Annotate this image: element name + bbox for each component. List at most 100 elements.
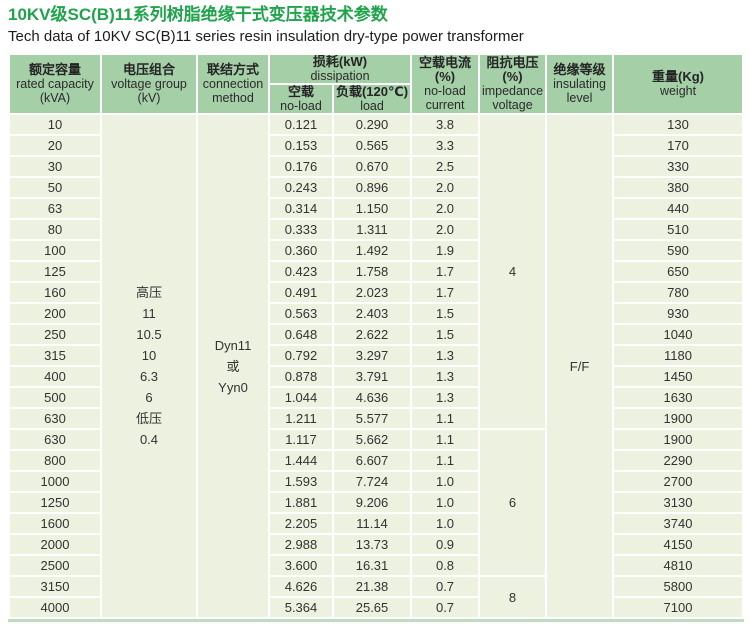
header-line-en: load (360, 99, 384, 113)
cell-rated-capacity: 20 (10, 136, 100, 155)
cell-load-loss: 1.150 (334, 199, 411, 218)
cell-load-loss: 7.724 (334, 472, 411, 491)
table-row: 250 0.648 2.622 1.5 1040 (10, 325, 743, 344)
cell-load-loss: 5.662 (334, 430, 411, 449)
header-line-en: insulating (553, 77, 606, 91)
cell-rated-capacity: 200 (10, 304, 100, 323)
header-line-en: connection (202, 77, 264, 91)
header-line-en: method (212, 91, 254, 105)
cell-load-loss: 5.577 (334, 409, 411, 428)
cell-load-loss: 0.290 (334, 115, 411, 134)
cell-rated-capacity: 500 (10, 388, 100, 407)
cell-no-load-loss: 0.243 (270, 178, 332, 197)
cell-rated-capacity: 1250 (10, 493, 100, 512)
voltage-group-line: 6.3 (139, 369, 159, 384)
cell-no-load-current: 1.5 (412, 325, 479, 344)
cell-no-load-current: 1.5 (412, 304, 479, 323)
cell-rated-capacity: 80 (10, 220, 100, 239)
header-no-load-loss: 空载 no-load (270, 85, 332, 113)
cell-no-load-loss: 2.205 (270, 514, 332, 533)
cell-no-load-loss: 0.878 (270, 367, 332, 386)
table-row: 2500 3.600 16.31 0.8 4810 (10, 556, 743, 575)
cell-no-load-current: 1.1 (412, 451, 479, 470)
cell-no-load-current: 2.0 (412, 199, 479, 218)
cell-weight: 170 (614, 136, 743, 155)
connection-method-line: Dyn11 (214, 337, 252, 353)
header-dissipation-group: 损耗(kW) dissipation (270, 55, 411, 83)
cell-rated-capacity: 125 (10, 262, 100, 281)
cell-no-load-loss: 0.491 (270, 283, 332, 302)
table-header: 额定容量 rated capacity (kVA) 电压组合 voltage grou… (10, 55, 743, 113)
cell-no-load-loss: 0.792 (270, 346, 332, 365)
header-line-zh: 额定容量 (28, 62, 81, 77)
cell-weight: 930 (614, 304, 743, 323)
cell-no-load-current: 0.9 (412, 535, 479, 554)
connection-method-line: 或 (226, 358, 240, 374)
cell-rated-capacity: 630 (10, 430, 100, 449)
cell-rated-capacity: 50 (10, 178, 100, 197)
header-line-en: voltage group (111, 77, 187, 91)
table-row: 80 0.333 1.311 2.0 510 (10, 220, 743, 239)
header-line-zh: 绝缘等级 (553, 62, 606, 77)
table-row: 1250 1.881 9.206 1.0 3130 (10, 493, 743, 512)
cell-no-load-current: 2.0 (412, 220, 479, 239)
cell-weight: 1900 (614, 430, 743, 449)
cell-no-load-current: 0.7 (412, 577, 479, 596)
cell-impedance-voltage: 8 (480, 577, 546, 617)
cell-load-loss: 9.206 (334, 493, 411, 512)
table-row: 630 1.211 5.577 1.1 1900 (10, 409, 743, 428)
cell-rated-capacity: 1600 (10, 514, 100, 533)
cell-weight: 4150 (614, 535, 743, 554)
cell-no-load-loss: 0.360 (270, 241, 332, 260)
cell-load-loss: 13.73 (334, 535, 411, 554)
cell-no-load-current: 1.3 (412, 346, 479, 365)
table-row: 100 0.360 1.492 1.9 590 (10, 241, 743, 260)
cell-rated-capacity: 30 (10, 157, 100, 176)
cell-load-loss: 1.758 (334, 262, 411, 281)
cell-weight: 510 (614, 220, 743, 239)
header-line-zh: (%) (434, 69, 456, 84)
header-line-zh: 负载(120℃) (335, 85, 409, 99)
cell-weight: 1040 (614, 325, 743, 344)
cell-no-load-loss: 0.648 (270, 325, 332, 344)
cell-no-load-current: 0.7 (412, 598, 479, 617)
cell-no-load-loss: 3.600 (270, 556, 332, 575)
table-row: 1600 2.205 11.14 1.0 3740 (10, 514, 743, 533)
header-impedance-voltage: 阻抗电压 (%) impedance voltage (480, 55, 546, 113)
cell-weight: 1900 (614, 409, 743, 428)
cell-no-load-current: 1.1 (412, 430, 479, 449)
cell-load-loss: 11.14 (334, 514, 411, 533)
cell-load-loss: 25.65 (334, 598, 411, 617)
cell-rated-capacity: 10 (10, 115, 100, 134)
cell-no-load-loss: 4.626 (270, 577, 332, 596)
cell-no-load-loss: 0.121 (270, 115, 332, 134)
cell-weight: 780 (614, 283, 743, 302)
cell-no-load-loss: 1.593 (270, 472, 332, 491)
voltage-group-line: 高压 (135, 285, 162, 300)
cell-connection-method: Dyn11 或 Yyn0 (198, 115, 268, 617)
header-insulating-level: 绝缘等级 insulating level (547, 55, 613, 113)
header-line-zh: 损耗(kW) (312, 55, 368, 69)
cell-load-loss: 3.297 (334, 346, 411, 365)
header-line-en: (kV) (137, 91, 161, 105)
header-line-en: dissipation (310, 69, 370, 83)
header-line-zh: (%) (502, 69, 523, 84)
cell-load-loss: 3.791 (334, 367, 411, 386)
header-row-top: 额定容量 rated capacity (kVA) 电压组合 voltage grou… (10, 55, 743, 113)
cell-no-load-loss: 0.314 (270, 199, 332, 218)
cell-load-loss: 2.403 (334, 304, 411, 323)
cell-no-load-current: 2.5 (412, 157, 479, 176)
cell-rated-capacity: 400 (10, 367, 100, 386)
cell-no-load-current: 1.0 (412, 514, 479, 533)
header-line-zh: 阻抗电压 (486, 55, 539, 70)
header-load-loss: 负载(120℃) load (334, 85, 411, 113)
header-line-zh: 电压组合 (122, 62, 175, 77)
table-row: 1000 1.593 7.724 1.0 2700 (10, 472, 743, 491)
page-subtitle: Tech data of 10KV SC(B)11 series resin i… (8, 28, 524, 45)
table-row: 30 0.176 0.670 2.5 330 (10, 157, 743, 176)
cell-weight: 4810 (614, 556, 743, 575)
table-row: 3150 4.626 21.38 0.7 8 5800 (10, 577, 743, 617)
cell-weight: 2290 (614, 451, 743, 470)
table-row: 4000 5.364 25.65 0.7 7100 (10, 598, 743, 617)
table-row: 400 0.878 3.791 1.3 1450 (10, 367, 743, 386)
